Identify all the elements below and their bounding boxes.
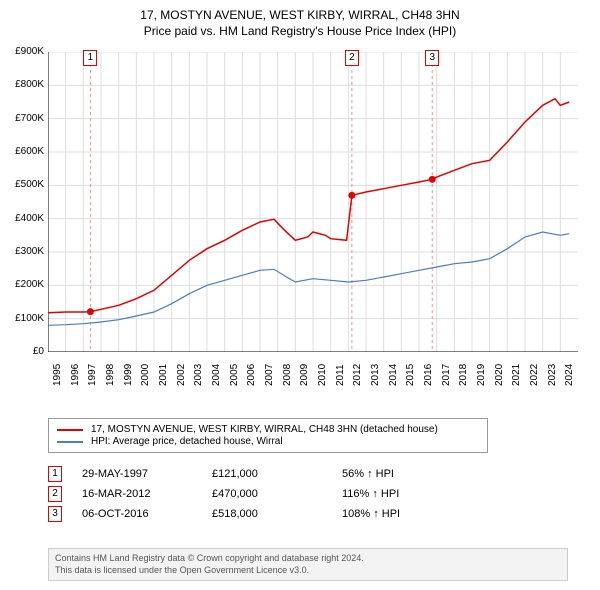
transaction-marker: 2 xyxy=(48,486,62,502)
x-axis-label: 2005 xyxy=(229,364,240,386)
x-axis-label: 2023 xyxy=(547,364,558,386)
x-axis-label: 2016 xyxy=(423,364,434,386)
x-axis-label: 2003 xyxy=(193,364,204,386)
transaction-date: 29-MAY-1997 xyxy=(82,468,212,480)
x-axis-label: 2001 xyxy=(158,364,169,386)
x-axis-label: 2009 xyxy=(299,364,310,386)
x-axis-label: 2024 xyxy=(564,364,575,386)
x-axis-label: 2010 xyxy=(317,364,328,386)
x-axis-label: 2015 xyxy=(405,364,416,386)
transaction-hpi: 108% ↑ HPI xyxy=(342,508,472,520)
transaction-price: £518,000 xyxy=(212,508,342,520)
y-axis-label: £700K xyxy=(0,113,44,124)
x-axis-label: 2006 xyxy=(246,364,257,386)
transactions-table: 1 29-MAY-1997£121,00056% ↑ HPI 2 16-MAR-201… xyxy=(48,462,472,526)
legend-swatch xyxy=(57,441,83,443)
chart-svg xyxy=(48,52,578,352)
y-axis-label: £100K xyxy=(0,313,44,324)
transaction-price: £470,000 xyxy=(212,488,342,500)
sale-marker-box: 1 xyxy=(83,50,97,66)
x-axis-label: 2011 xyxy=(335,364,346,386)
chart-container: 17, MOSTYN AVENUE, WEST KIRBY, WIRRAL, C… xyxy=(0,0,600,590)
footer-line2: This data is licensed under the Open Gov… xyxy=(55,565,561,577)
legend-swatch xyxy=(57,429,83,431)
chart-area: £0£100K£200K£300K£400K£500K£600K£700K£80… xyxy=(48,52,578,402)
x-axis-label: 1998 xyxy=(105,364,116,386)
legend-label: 17, MOSTYN AVENUE, WEST KIRBY, WIRRAL, C… xyxy=(91,424,438,435)
legend-row: HPI: Average price, detached house, Wirr… xyxy=(57,436,479,447)
y-axis-label: £800K xyxy=(0,79,44,90)
x-axis-label: 1995 xyxy=(52,364,63,386)
legend: 17, MOSTYN AVENUE, WEST KIRBY, WIRRAL, C… xyxy=(48,418,488,453)
y-axis-label: £300K xyxy=(0,246,44,257)
y-axis-label: £600K xyxy=(0,146,44,157)
transaction-hpi: 116% ↑ HPI xyxy=(342,488,472,500)
x-axis-label: 2007 xyxy=(264,364,275,386)
transaction-row: 3 06-OCT-2016£518,000108% ↑ HPI xyxy=(48,506,472,522)
x-axis-label: 2019 xyxy=(476,364,487,386)
x-axis-label: 1999 xyxy=(123,364,134,386)
x-axis-label: 2013 xyxy=(370,364,381,386)
x-axis-label: 2004 xyxy=(211,364,222,386)
x-axis-label: 2017 xyxy=(441,364,452,386)
x-axis-label: 2022 xyxy=(529,364,540,386)
transaction-marker: 3 xyxy=(48,506,62,522)
title-line2: Price paid vs. HM Land Registry's House … xyxy=(0,24,600,38)
x-axis-label: 2021 xyxy=(511,364,522,386)
sale-marker-box: 2 xyxy=(345,50,359,66)
legend-label: HPI: Average price, detached house, Wirr… xyxy=(91,436,283,447)
y-axis-label: £900K xyxy=(0,46,44,57)
x-axis-label: 2008 xyxy=(282,364,293,386)
y-axis-label: £500K xyxy=(0,179,44,190)
transaction-price: £121,000 xyxy=(212,468,342,480)
x-axis-label: 2014 xyxy=(388,364,399,386)
transaction-date: 06-OCT-2016 xyxy=(82,508,212,520)
x-axis-label: 2000 xyxy=(140,364,151,386)
title-block: 17, MOSTYN AVENUE, WEST KIRBY, WIRRAL, C… xyxy=(0,0,600,38)
transaction-hpi: 56% ↑ HPI xyxy=(342,468,472,480)
x-axis-label: 2002 xyxy=(176,364,187,386)
footer-line1: Contains HM Land Registry data © Crown c… xyxy=(55,553,561,565)
x-axis-label: 1996 xyxy=(70,364,81,386)
x-axis-label: 2020 xyxy=(494,364,505,386)
x-axis-label: 2018 xyxy=(458,364,469,386)
title-line1: 17, MOSTYN AVENUE, WEST KIRBY, WIRRAL, C… xyxy=(0,8,600,22)
legend-row: 17, MOSTYN AVENUE, WEST KIRBY, WIRRAL, C… xyxy=(57,424,479,435)
y-axis-label: £200K xyxy=(0,279,44,290)
transaction-date: 16-MAR-2012 xyxy=(82,488,212,500)
y-axis-label: £0 xyxy=(0,346,44,357)
transaction-row: 1 29-MAY-1997£121,00056% ↑ HPI xyxy=(48,466,472,482)
footer: Contains HM Land Registry data © Crown c… xyxy=(48,548,568,581)
x-axis-label: 2012 xyxy=(352,364,363,386)
sale-marker-box: 3 xyxy=(425,50,439,66)
x-axis-label: 1997 xyxy=(87,364,98,386)
transaction-marker: 1 xyxy=(48,466,62,482)
transaction-row: 2 16-MAR-2012£470,000116% ↑ HPI xyxy=(48,486,472,502)
y-axis-label: £400K xyxy=(0,213,44,224)
